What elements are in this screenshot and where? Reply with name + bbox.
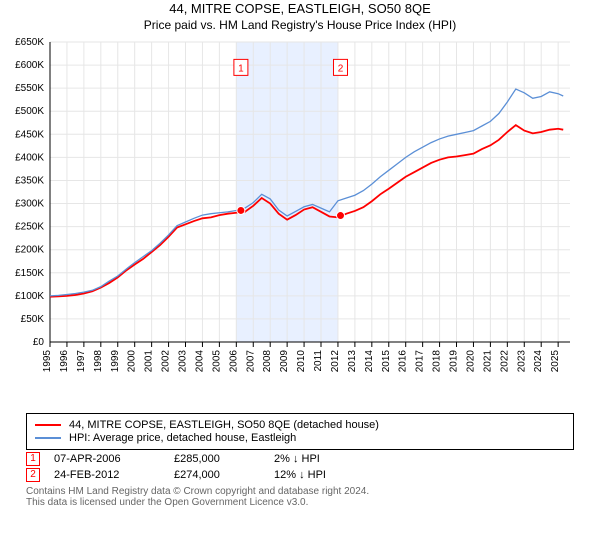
svg-text:2012: 2012 <box>330 349 341 372</box>
legend-label: 44, MITRE COPSE, EASTLEIGH, SO50 8QE (de… <box>69 419 379 431</box>
svg-text:£550K: £550K <box>15 83 44 94</box>
legend-row-0: 44, MITRE COPSE, EASTLEIGH, SO50 8QE (de… <box>35 419 565 431</box>
svg-text:£350K: £350K <box>15 175 44 186</box>
svg-text:£50K: £50K <box>21 313 45 324</box>
svg-text:£300K: £300K <box>15 198 44 209</box>
footer-text: Contains HM Land Registry data © Crown c… <box>26 486 574 508</box>
transaction-delta: 12% ↓ HPI <box>274 469 574 481</box>
svg-text:£650K: £650K <box>15 37 44 48</box>
footer-line2: This data is licensed under the Open Gov… <box>26 497 574 508</box>
svg-text:1999: 1999 <box>110 349 121 372</box>
transaction-date: 24-FEB-2012 <box>54 469 174 481</box>
footer-line1: Contains HM Land Registry data © Crown c… <box>26 486 574 497</box>
transaction-badge: 1 <box>26 452 40 466</box>
svg-text:2005: 2005 <box>211 349 222 372</box>
svg-text:£400K: £400K <box>15 152 44 163</box>
svg-text:2015: 2015 <box>381 349 392 372</box>
transaction-delta: 2% ↓ HPI <box>274 453 574 465</box>
legend-row-1: HPI: Average price, detached house, East… <box>35 432 565 444</box>
legend-label: HPI: Average price, detached house, East… <box>69 432 296 444</box>
svg-text:2004: 2004 <box>194 349 205 372</box>
svg-text:2010: 2010 <box>296 349 307 372</box>
svg-text:£450K: £450K <box>15 129 44 140</box>
svg-text:2000: 2000 <box>127 349 138 372</box>
svg-text:2017: 2017 <box>415 349 426 372</box>
svg-text:2003: 2003 <box>178 349 189 372</box>
transaction-badge: 2 <box>26 468 40 482</box>
svg-text:1997: 1997 <box>76 349 87 372</box>
svg-text:2022: 2022 <box>499 349 510 372</box>
svg-text:1996: 1996 <box>59 349 70 372</box>
svg-text:2019: 2019 <box>449 349 460 372</box>
svg-text:£200K: £200K <box>15 244 44 255</box>
svg-text:2025: 2025 <box>550 349 561 372</box>
legend-swatch <box>35 424 61 426</box>
svg-text:2021: 2021 <box>482 349 493 372</box>
svg-text:2011: 2011 <box>313 349 324 371</box>
svg-text:£500K: £500K <box>15 106 44 117</box>
svg-text:2016: 2016 <box>398 349 409 372</box>
chart-title-line2: Price paid vs. HM Land Registry's House … <box>0 18 600 32</box>
svg-text:2002: 2002 <box>161 349 172 372</box>
svg-text:£600K: £600K <box>15 60 44 71</box>
svg-text:2008: 2008 <box>262 349 273 372</box>
svg-text:£0: £0 <box>33 337 45 348</box>
svg-text:2009: 2009 <box>279 349 290 372</box>
svg-text:2020: 2020 <box>465 349 476 372</box>
svg-text:£100K: £100K <box>15 290 44 301</box>
svg-text:2024: 2024 <box>533 349 544 372</box>
svg-text:1998: 1998 <box>93 349 104 372</box>
svg-text:2: 2 <box>338 63 344 74</box>
legend-swatch <box>35 437 61 439</box>
transaction-row-1: 1 07-APR-2006£285,0002% ↓ HPI <box>26 452 574 466</box>
svg-text:2018: 2018 <box>432 349 443 372</box>
svg-text:2013: 2013 <box>347 349 358 372</box>
price-chart: £0 £50K £100K £150K £200K £250K £300K £350K £400… <box>0 36 580 406</box>
svg-text:2001: 2001 <box>144 349 155 372</box>
svg-text:1: 1 <box>238 63 244 74</box>
transaction-date: 07-APR-2006 <box>54 453 174 465</box>
svg-text:£250K: £250K <box>15 221 44 232</box>
svg-text:£150K: £150K <box>15 267 44 278</box>
transaction-price: £274,000 <box>174 469 274 481</box>
transaction-row-2: 2 24-FEB-2012£274,00012% ↓ HPI <box>26 468 574 482</box>
svg-text:2006: 2006 <box>228 349 239 372</box>
svg-text:2014: 2014 <box>364 349 375 372</box>
legend-box: 44, MITRE COPSE, EASTLEIGH, SO50 8QE (de… <box>26 413 574 450</box>
transaction-price: £285,000 <box>174 453 274 465</box>
svg-text:2007: 2007 <box>245 349 256 372</box>
svg-text:2023: 2023 <box>516 349 527 372</box>
svg-text:1995: 1995 <box>42 349 53 372</box>
chart-title-line1: 44, MITRE COPSE, EASTLEIGH, SO50 8QE <box>0 0 600 18</box>
